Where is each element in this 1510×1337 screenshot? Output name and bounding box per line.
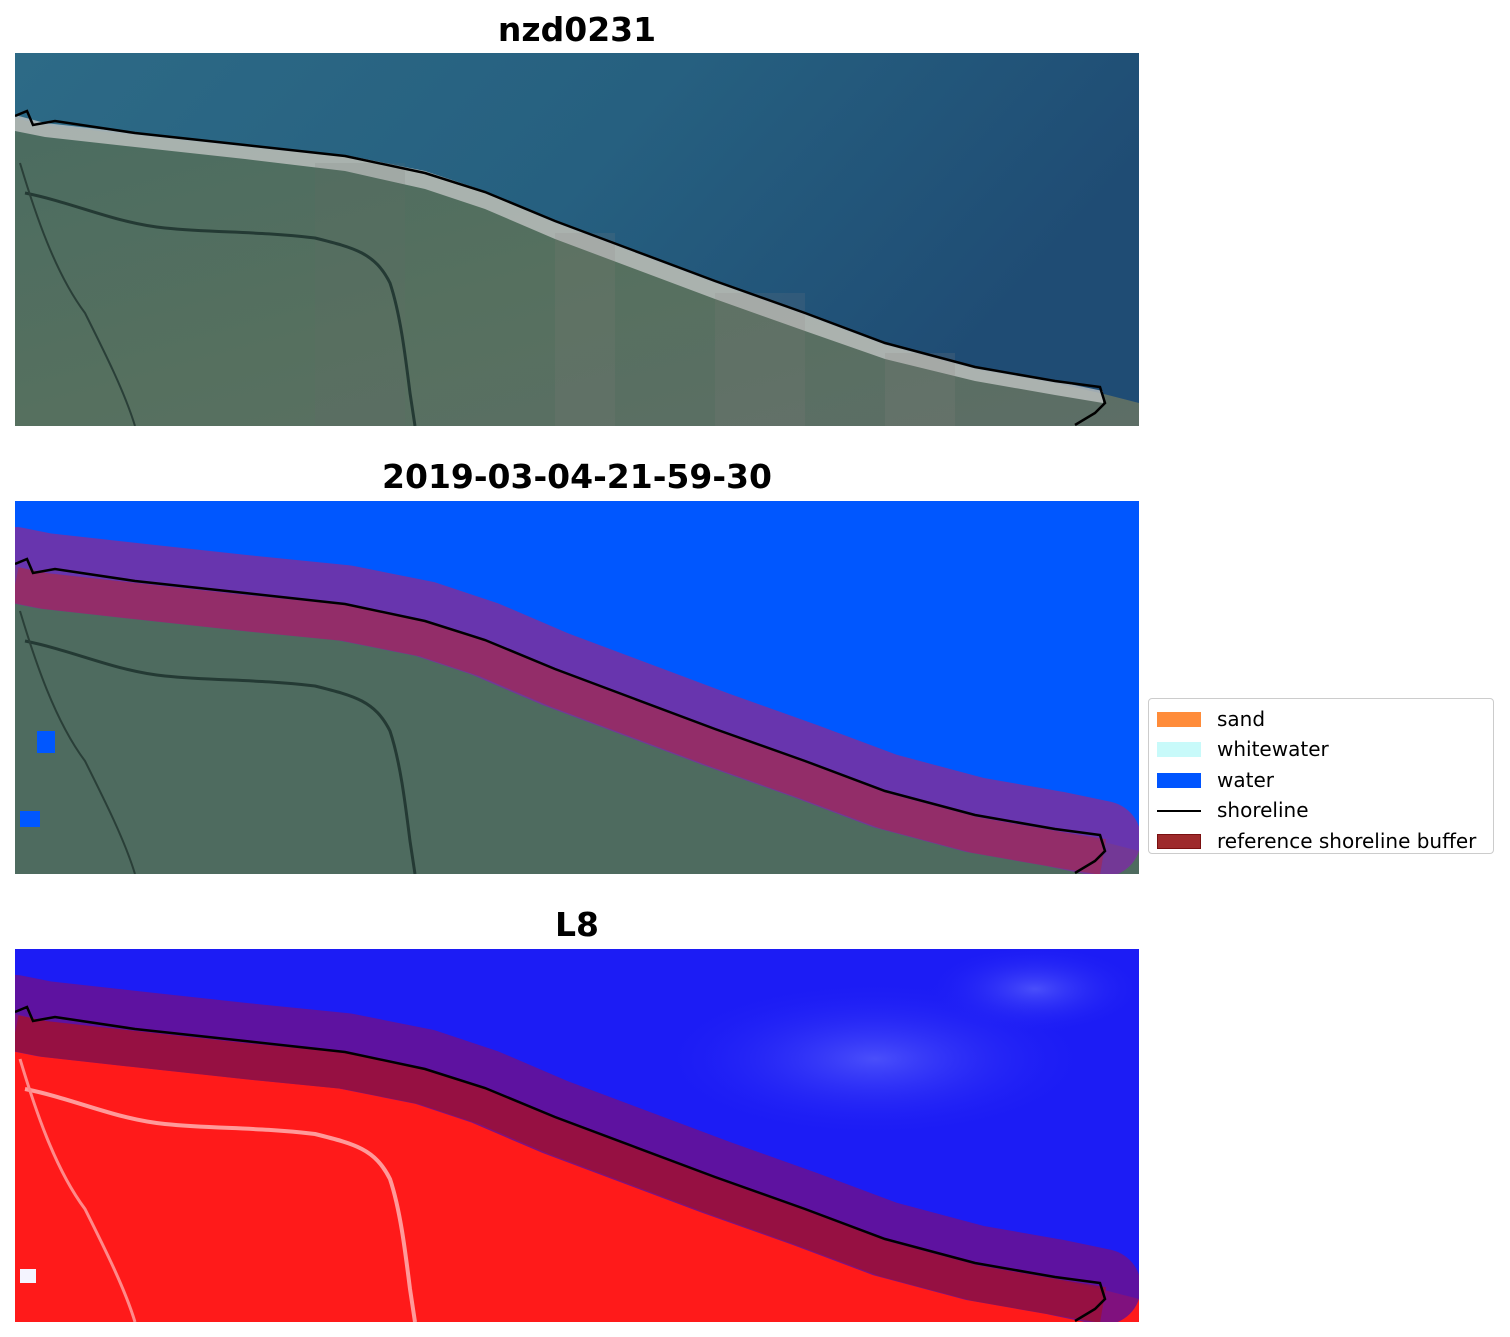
legend-item-whitewater: whitewater bbox=[1149, 733, 1493, 763]
legend-label: sand bbox=[1217, 707, 1266, 731]
rgb-image-panel bbox=[15, 53, 1139, 426]
panel-title-mndwi: L8 bbox=[555, 905, 599, 944]
legend-item-sand: sand bbox=[1149, 703, 1493, 733]
legend-label: shoreline bbox=[1217, 798, 1309, 823]
legend: sand whitewater water shoreline referenc… bbox=[1148, 698, 1494, 854]
legend-label: water bbox=[1217, 767, 1274, 792]
legend-label: whitewater bbox=[1217, 737, 1329, 762]
legend-item-water: water bbox=[1149, 764, 1493, 794]
sand-swatch bbox=[1157, 712, 1201, 727]
mndwi-image-panel bbox=[15, 949, 1139, 1322]
classified-image-panel bbox=[15, 501, 1139, 874]
water-swatch bbox=[1157, 772, 1201, 788]
mndwi-satellite-image bbox=[15, 949, 1139, 1322]
panel-title-classified: 2019-03-04-21-59-30 bbox=[382, 457, 772, 496]
legend-item-shoreline: shoreline bbox=[1149, 794, 1493, 824]
whitewater-swatch bbox=[1157, 742, 1201, 758]
legend-item-reference-buffer: reference shoreline buffer bbox=[1149, 825, 1493, 855]
panel-title-rgb: nzd0231 bbox=[497, 10, 657, 49]
buffer-swatch bbox=[1157, 833, 1201, 849]
rgb-satellite-image bbox=[15, 53, 1139, 426]
classified-satellite-image bbox=[15, 501, 1139, 874]
legend-label: reference shoreline buffer bbox=[1217, 828, 1477, 853]
shoreline-line-swatch bbox=[1157, 810, 1201, 813]
